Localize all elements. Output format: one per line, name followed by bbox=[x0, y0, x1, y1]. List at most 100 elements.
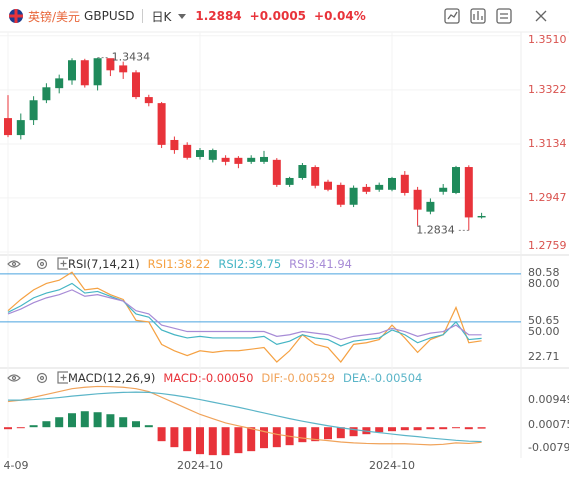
macd-header: MACD(12,26,9) MACD:-0.00050 DIF:-0.00529 DE… bbox=[0, 369, 430, 387]
macd-bar bbox=[464, 427, 473, 430]
annotation-label: 1.2834 bbox=[416, 223, 455, 236]
macd-bar bbox=[477, 427, 486, 429]
rsi-line bbox=[7, 282, 482, 347]
candle-body bbox=[42, 87, 51, 101]
flag-icon bbox=[9, 9, 23, 23]
y-tick-label: 22.71 bbox=[528, 350, 560, 363]
y-tick-label: 1.3510 bbox=[528, 33, 567, 46]
candle-body bbox=[16, 120, 25, 136]
macd-bar bbox=[119, 417, 128, 428]
macd-bar bbox=[208, 427, 217, 456]
rsi-header: RSI(7,14,21) RSI1:38.22 RSI2:39.75 RSI3:41.… bbox=[0, 255, 360, 273]
settings-icon[interactable] bbox=[36, 258, 48, 270]
candle-body bbox=[311, 167, 320, 186]
candle-body bbox=[144, 97, 153, 104]
macd-bar bbox=[426, 427, 435, 430]
close-button[interactable] bbox=[535, 10, 547, 22]
y-tick-label: -0.00798 bbox=[528, 441, 569, 454]
macd-bar bbox=[336, 427, 345, 439]
macd-bar bbox=[106, 414, 115, 428]
add-icon[interactable] bbox=[57, 371, 68, 384]
candle-body bbox=[375, 184, 384, 190]
macd-bar bbox=[93, 412, 102, 428]
macd-bar bbox=[311, 427, 320, 442]
legend-entry: RSI1:38.22 bbox=[147, 257, 211, 271]
macd-bar bbox=[42, 421, 51, 428]
x-tick-label: 2024-10 bbox=[369, 459, 415, 472]
y-tick-label: 1.2947 bbox=[528, 191, 567, 204]
indicator-title: MACD(12,26,9) bbox=[68, 371, 156, 385]
header: 英镑/美元 GBPUSD 日K 1.2884 +0.0005 +0.04% bbox=[0, 0, 569, 32]
macd-bar bbox=[400, 427, 409, 431]
y-tick-label: 50.65 bbox=[528, 314, 560, 327]
candle-body bbox=[285, 177, 294, 185]
candle-body bbox=[132, 72, 140, 98]
candle-body bbox=[260, 156, 268, 162]
macd-bar bbox=[183, 427, 192, 452]
legend-entry: MACD:-0.00050 bbox=[163, 371, 254, 385]
candle-body bbox=[106, 58, 115, 71]
rsi-line bbox=[7, 289, 482, 341]
candle-body bbox=[68, 60, 76, 81]
macd-line bbox=[8, 391, 482, 443]
candle-body bbox=[234, 157, 243, 164]
candle-body bbox=[272, 159, 281, 185]
macd-bar bbox=[4, 427, 12, 430]
macd-bar bbox=[234, 427, 243, 454]
macd-bar bbox=[260, 427, 268, 449]
candle-body bbox=[298, 165, 307, 178]
macd-bar bbox=[247, 427, 256, 452]
y-tick-label: 0.00075 bbox=[528, 418, 569, 431]
y-tick-label: 1.2759 bbox=[528, 239, 567, 252]
candle-body bbox=[247, 157, 256, 162]
macd-bar bbox=[132, 421, 140, 428]
macd-line bbox=[7, 385, 482, 446]
symbol: GBPUSD bbox=[84, 9, 135, 23]
candle-body bbox=[349, 187, 358, 205]
legend-entry: DIF:-0.00529 bbox=[261, 371, 335, 385]
eye-icon[interactable] bbox=[7, 374, 21, 382]
macd-bar bbox=[157, 427, 166, 442]
candle-body bbox=[324, 181, 332, 190]
tool-button[interactable] bbox=[470, 8, 486, 24]
macd-bar bbox=[68, 413, 76, 428]
candle-body bbox=[452, 167, 460, 193]
legend-entry: RSI2:39.75 bbox=[218, 257, 282, 271]
macd-bar bbox=[388, 427, 396, 432]
y-tick-label: 1.3134 bbox=[528, 137, 567, 150]
candle-body bbox=[426, 201, 435, 212]
candle-body bbox=[55, 78, 64, 89]
pair-name[interactable]: 英镑/美元 bbox=[28, 9, 81, 24]
candle-body bbox=[362, 186, 371, 192]
pane-tools bbox=[7, 257, 68, 270]
legend-entry: RSI3:41.94 bbox=[289, 257, 352, 271]
indicator-title: RSI(7,14,21) bbox=[68, 257, 140, 271]
candle-body bbox=[336, 184, 345, 205]
annotation-label: 1.3434 bbox=[112, 51, 151, 64]
caret[interactable] bbox=[177, 11, 187, 21]
macd-bar bbox=[29, 425, 38, 428]
candle-body bbox=[93, 58, 102, 86]
eye-icon[interactable] bbox=[7, 260, 21, 268]
macd-bar bbox=[439, 427, 448, 430]
separator bbox=[142, 9, 144, 23]
candle-body bbox=[157, 103, 166, 145]
add-icon[interactable] bbox=[57, 257, 68, 270]
macd-bar bbox=[298, 427, 307, 443]
macd-bar bbox=[452, 427, 460, 429]
macd-bar bbox=[170, 427, 179, 448]
tool-button[interactable] bbox=[496, 8, 512, 24]
y-tick-label: 80.58 bbox=[528, 266, 560, 279]
tool-button[interactable] bbox=[444, 8, 460, 24]
y-tick-label: 50.00 bbox=[528, 325, 560, 338]
candle-body bbox=[208, 150, 217, 160]
x-tick-label: 2024-10 bbox=[177, 459, 223, 472]
y-tick-label: 1.3322 bbox=[528, 83, 567, 96]
settings-icon[interactable] bbox=[36, 372, 48, 384]
rsi-line bbox=[7, 271, 482, 363]
period[interactable]: 日K bbox=[151, 9, 172, 24]
candle-body bbox=[183, 144, 192, 158]
candle-body bbox=[119, 65, 128, 73]
candle-body bbox=[388, 177, 396, 190]
